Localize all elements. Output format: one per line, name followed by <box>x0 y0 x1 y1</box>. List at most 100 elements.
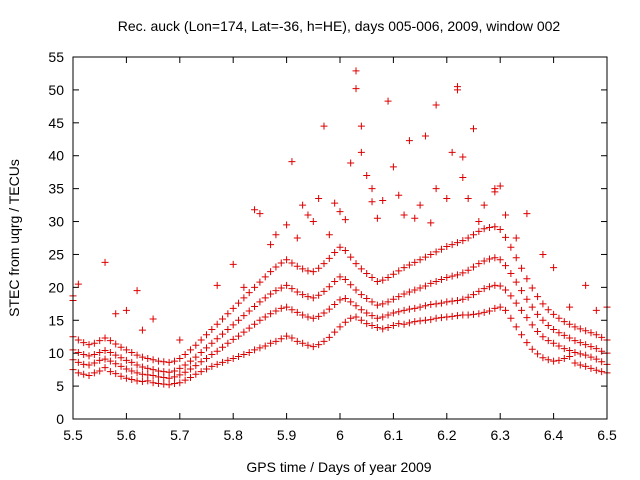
data-point <box>598 333 606 341</box>
data-point <box>240 328 248 336</box>
data-point <box>470 291 477 299</box>
x-tick-label: 6.5 <box>597 427 617 443</box>
data-point <box>582 362 590 370</box>
data-point <box>331 300 339 308</box>
data-point <box>475 218 483 226</box>
data-point <box>464 234 472 242</box>
data-point <box>267 339 275 347</box>
data-point <box>203 331 210 339</box>
data-point <box>256 344 264 352</box>
data-point <box>475 260 483 268</box>
data-point <box>256 316 264 324</box>
data-point <box>555 329 563 337</box>
data-point <box>502 286 510 294</box>
data-point <box>523 275 531 283</box>
data-point <box>309 343 317 351</box>
data-point <box>101 347 109 355</box>
data-point <box>112 370 120 378</box>
data-point <box>213 335 221 343</box>
data-point <box>165 374 173 382</box>
data-point <box>411 214 419 222</box>
data-point <box>427 316 435 324</box>
data-point <box>416 201 424 209</box>
data-point <box>229 354 237 362</box>
data-point <box>315 195 323 203</box>
x-tick-label: 6.4 <box>544 427 564 443</box>
data-point <box>411 286 419 294</box>
data-point <box>395 320 403 328</box>
data-point <box>80 360 88 368</box>
data-point <box>219 330 227 338</box>
data-point <box>512 323 520 331</box>
data-point <box>453 239 461 247</box>
data-point <box>427 250 435 258</box>
data-point <box>347 159 355 167</box>
data-point <box>352 85 360 93</box>
x-tick-label: 6 <box>336 427 344 443</box>
data-point <box>128 376 136 384</box>
data-point <box>331 328 339 336</box>
data-point <box>459 153 467 161</box>
data-point <box>283 221 291 229</box>
data-point <box>576 339 584 347</box>
data-point <box>566 347 574 355</box>
data-point <box>74 336 82 344</box>
data-point <box>235 316 243 324</box>
data-point <box>427 300 435 308</box>
data-point <box>304 211 312 219</box>
data-point <box>405 261 413 269</box>
data-point <box>571 349 579 357</box>
data-point <box>138 353 146 361</box>
data-point <box>309 268 317 276</box>
data-point <box>341 247 349 255</box>
x-tick-label: 6.3 <box>490 427 510 443</box>
data-point <box>592 331 600 339</box>
data-point <box>309 294 317 302</box>
data-point <box>352 313 360 321</box>
data-point <box>437 314 445 322</box>
data-point <box>518 287 526 295</box>
data-point <box>550 357 558 365</box>
data-point <box>288 158 296 166</box>
data-point <box>256 210 264 218</box>
data-point <box>560 331 568 339</box>
data-point <box>122 374 130 382</box>
data-point <box>539 316 547 324</box>
data-point <box>144 364 152 372</box>
data-point <box>523 339 531 347</box>
data-point <box>251 283 259 291</box>
x-tick-label: 5.8 <box>223 427 243 443</box>
data-point <box>181 376 189 384</box>
data-point <box>341 295 349 303</box>
data-point <box>357 265 365 273</box>
data-point <box>475 310 483 318</box>
data-point <box>592 345 600 353</box>
data-point <box>555 314 563 322</box>
data-point <box>443 195 451 203</box>
data-point <box>453 297 461 305</box>
data-point <box>534 310 542 318</box>
data-point <box>272 307 280 315</box>
data-point <box>320 309 328 317</box>
data-point <box>96 337 104 345</box>
data-point <box>368 298 376 306</box>
data-point <box>74 358 82 366</box>
data-point <box>582 351 590 359</box>
data-point <box>192 362 200 370</box>
data-point <box>582 281 590 289</box>
data-point <box>470 125 477 133</box>
data-point <box>304 293 312 301</box>
data-point <box>389 270 397 278</box>
data-point <box>304 267 312 275</box>
data-point <box>421 253 429 261</box>
data-point <box>539 250 547 258</box>
data-point <box>235 352 243 360</box>
data-point <box>283 332 291 340</box>
data-point <box>101 258 109 266</box>
data-point <box>176 379 184 387</box>
data-point <box>160 368 168 376</box>
data-point <box>186 346 194 354</box>
data-point <box>491 223 499 231</box>
data-point <box>96 367 104 375</box>
data-point <box>149 366 157 374</box>
